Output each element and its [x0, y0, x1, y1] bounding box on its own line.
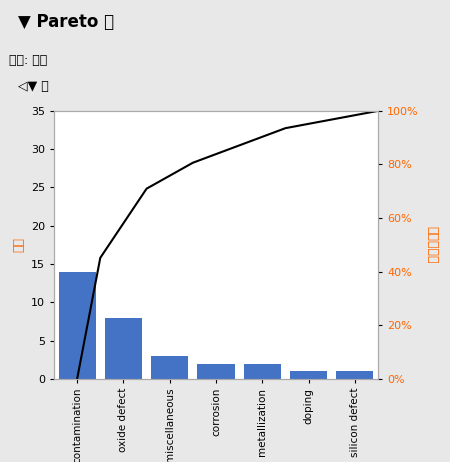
Text: 频数: 数量: 频数: 数量	[9, 54, 47, 67]
Text: ◁▼ 图: ◁▼ 图	[18, 80, 49, 93]
Bar	[198, 364, 234, 379]
Bar	[244, 364, 281, 379]
Text: ▼ Pareto 图: ▼ Pareto 图	[18, 13, 114, 31]
Bar	[290, 371, 327, 379]
Bar	[336, 371, 373, 379]
Bar	[58, 272, 96, 379]
Y-axis label: 积累百分比: 积累百分比	[425, 226, 438, 264]
Y-axis label: 数量: 数量	[12, 237, 25, 252]
Bar	[105, 317, 142, 379]
Bar	[151, 356, 188, 379]
